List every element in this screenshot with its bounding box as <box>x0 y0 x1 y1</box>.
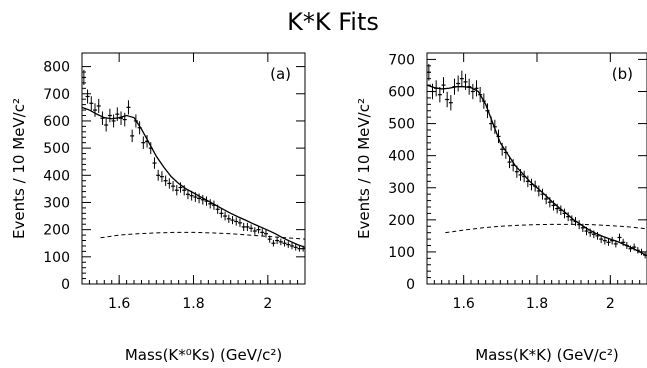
panel-label: (a) <box>270 65 291 83</box>
y-tick-label: 500 <box>43 141 70 157</box>
y-tick-label: 600 <box>43 114 70 130</box>
panel-label: (b) <box>612 65 633 83</box>
x-tick-label: 2 <box>263 296 272 312</box>
y-tick-label: 500 <box>388 117 415 133</box>
y-tick-label: 800 <box>43 60 70 76</box>
plot-frame <box>426 52 647 285</box>
y-tick-label: 100 <box>388 245 415 261</box>
fit-curve <box>81 106 306 248</box>
x-tick-label: 1.6 <box>453 296 475 312</box>
y-axis-label: Events / 10 MeV/c² <box>10 98 28 239</box>
x-axis-label: Mass(K*⁰Ks) (GeV/c²) <box>125 346 282 364</box>
plot-frame <box>81 52 306 285</box>
figure-title: K*K Fits <box>287 8 379 36</box>
y-tick-label: 0 <box>406 277 415 293</box>
y-tick-label: 300 <box>43 195 70 211</box>
background-curve <box>100 231 306 240</box>
y-tick-label: 200 <box>388 213 415 229</box>
y-tick-label: 600 <box>388 85 415 101</box>
background-curve <box>445 223 647 234</box>
y-tick-label: 700 <box>43 87 70 103</box>
y-axis-label: Events / 10 MeV/c² <box>355 98 373 239</box>
panel-b: 0 100 200 300 400 500 600 700 1.6 1.8 2 Mass(K*K) (… <box>355 52 647 364</box>
y-tick-label: 300 <box>388 181 415 197</box>
x-axis-label: Mass(K*K) (GeV/c²) <box>475 346 619 364</box>
y-tick-label: 700 <box>388 52 415 68</box>
y-tick-label: 400 <box>388 149 415 165</box>
y-tick-label: 100 <box>43 250 70 266</box>
y-tick-label: 0 <box>61 277 70 293</box>
x-tick-label: 1.8 <box>526 296 548 312</box>
fit-curve <box>426 84 647 257</box>
y-tick-label: 400 <box>43 168 70 184</box>
x-tick-label: 2 <box>606 296 615 312</box>
x-tick-label: 1.6 <box>108 296 130 312</box>
y-tick-label: 200 <box>43 223 70 239</box>
panel-a: 0 100 200 300 400 500 600 700 800 1.6 1.8 2 Mass(K*⁰… <box>10 52 306 364</box>
x-tick-label: 1.8 <box>182 296 204 312</box>
